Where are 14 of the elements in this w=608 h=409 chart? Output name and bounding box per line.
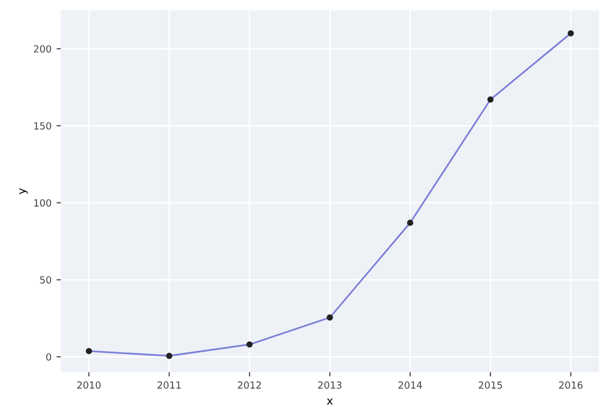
x-tick-label: 2013 — [318, 381, 342, 389]
y-axis-title: y — [19, 188, 28, 194]
y-tick-label: 0 — [46, 353, 52, 361]
y-tick-label: 150 — [34, 122, 52, 130]
x-tick-label: 2010 — [77, 381, 101, 389]
x-tick-label: 2012 — [238, 381, 261, 389]
y-tick-label: 200 — [34, 45, 52, 53]
y-tick-label: 50 — [40, 276, 52, 284]
x-tick-label: 2015 — [478, 381, 502, 389]
x-tick-label: 2011 — [158, 381, 181, 389]
x-tick-label: 2016 — [559, 381, 583, 389]
x-axis-title: x — [326, 398, 333, 405]
y-tick-label: 100 — [34, 199, 52, 207]
x-tick-label: 2014 — [398, 381, 422, 389]
